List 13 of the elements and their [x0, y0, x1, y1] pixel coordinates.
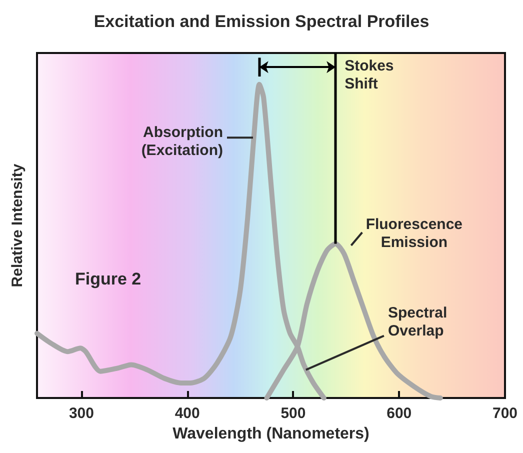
x-axis-title: Wavelength (Nanometers): [172, 425, 370, 442]
annotation: Spectral Overlap: [388, 304, 448, 340]
x-tick-label: 700: [492, 405, 518, 422]
ref-line-label: Stokes Shift: [344, 58, 394, 92]
x-tick-label: 400: [174, 405, 200, 422]
annotation: Absorption (Excitation): [141, 124, 223, 160]
x-tick-label: 600: [386, 405, 412, 422]
annotation: Fluorescence Emission: [366, 216, 463, 251]
chart-title: Excitation and Emission Spectral Profiles: [94, 12, 430, 31]
y-axis-title: Relative Intensity: [9, 163, 26, 288]
annotation: Figure 2: [75, 270, 142, 288]
x-tick-label: 500: [280, 405, 306, 422]
x-tick-label: 300: [68, 405, 94, 422]
